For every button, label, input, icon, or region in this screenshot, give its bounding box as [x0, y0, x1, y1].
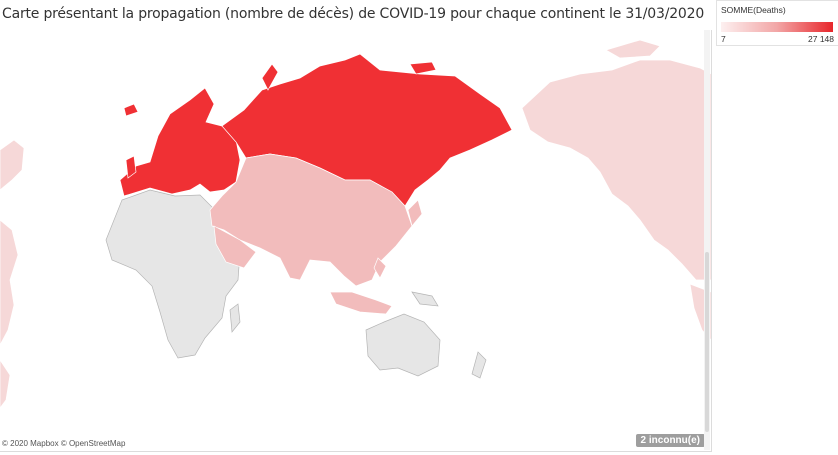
- unknown-values-badge[interactable]: 2 inconnu(e): [635, 434, 705, 447]
- region-americas-west-south[interactable]: [0, 219, 19, 346]
- region-asia[interactable]: [209, 153, 413, 287]
- region-russia-islands-2[interactable]: [409, 61, 437, 75]
- region-americas-west-tip[interactable]: [0, 359, 11, 409]
- legend-color-ramp: [721, 22, 833, 32]
- region-oceania-nz[interactable]: [471, 351, 487, 379]
- region-asia-philippines[interactable]: [373, 257, 387, 279]
- region-russia-islands[interactable]: [261, 63, 279, 91]
- side-panel: [712, 44, 838, 455]
- region-europe-iceland[interactable]: [123, 103, 139, 117]
- region-asia-arabia[interactable]: [213, 225, 257, 269]
- legend-title: SOMME(Deaths): [721, 5, 786, 15]
- region-madagascar[interactable]: [229, 303, 241, 333]
- map-title: Carte présentant la propagation (nombre …: [2, 6, 705, 22]
- region-africa[interactable]: [105, 189, 241, 359]
- legend-max-label: 27 148: [808, 34, 834, 44]
- world-map[interactable]: [0, 30, 711, 451]
- region-oceania-png[interactable]: [411, 291, 439, 307]
- region-europe-uk[interactable]: [125, 155, 137, 179]
- region-oceania-australia[interactable]: [365, 313, 441, 377]
- region-americas-west[interactable]: [0, 139, 25, 191]
- map-scrollbar-thumb[interactable]: [705, 252, 709, 432]
- legend-min-label: 7: [721, 34, 726, 44]
- region-europe[interactable]: [119, 87, 241, 197]
- region-americas-greenland[interactable]: [605, 39, 661, 59]
- region-americas-north[interactable]: [521, 59, 711, 281]
- map-view[interactable]: © 2020 Mapbox © OpenStreetMap 2 inconnu(…: [0, 30, 712, 452]
- map-scrollbar[interactable]: [704, 30, 710, 450]
- region-asia-japan[interactable]: [407, 199, 423, 227]
- region-asia-indonesia[interactable]: [329, 291, 393, 315]
- map-attribution[interactable]: © 2020 Mapbox © OpenStreetMap: [2, 439, 126, 448]
- color-legend[interactable]: SOMME(Deaths) 7 27 148: [716, 0, 838, 46]
